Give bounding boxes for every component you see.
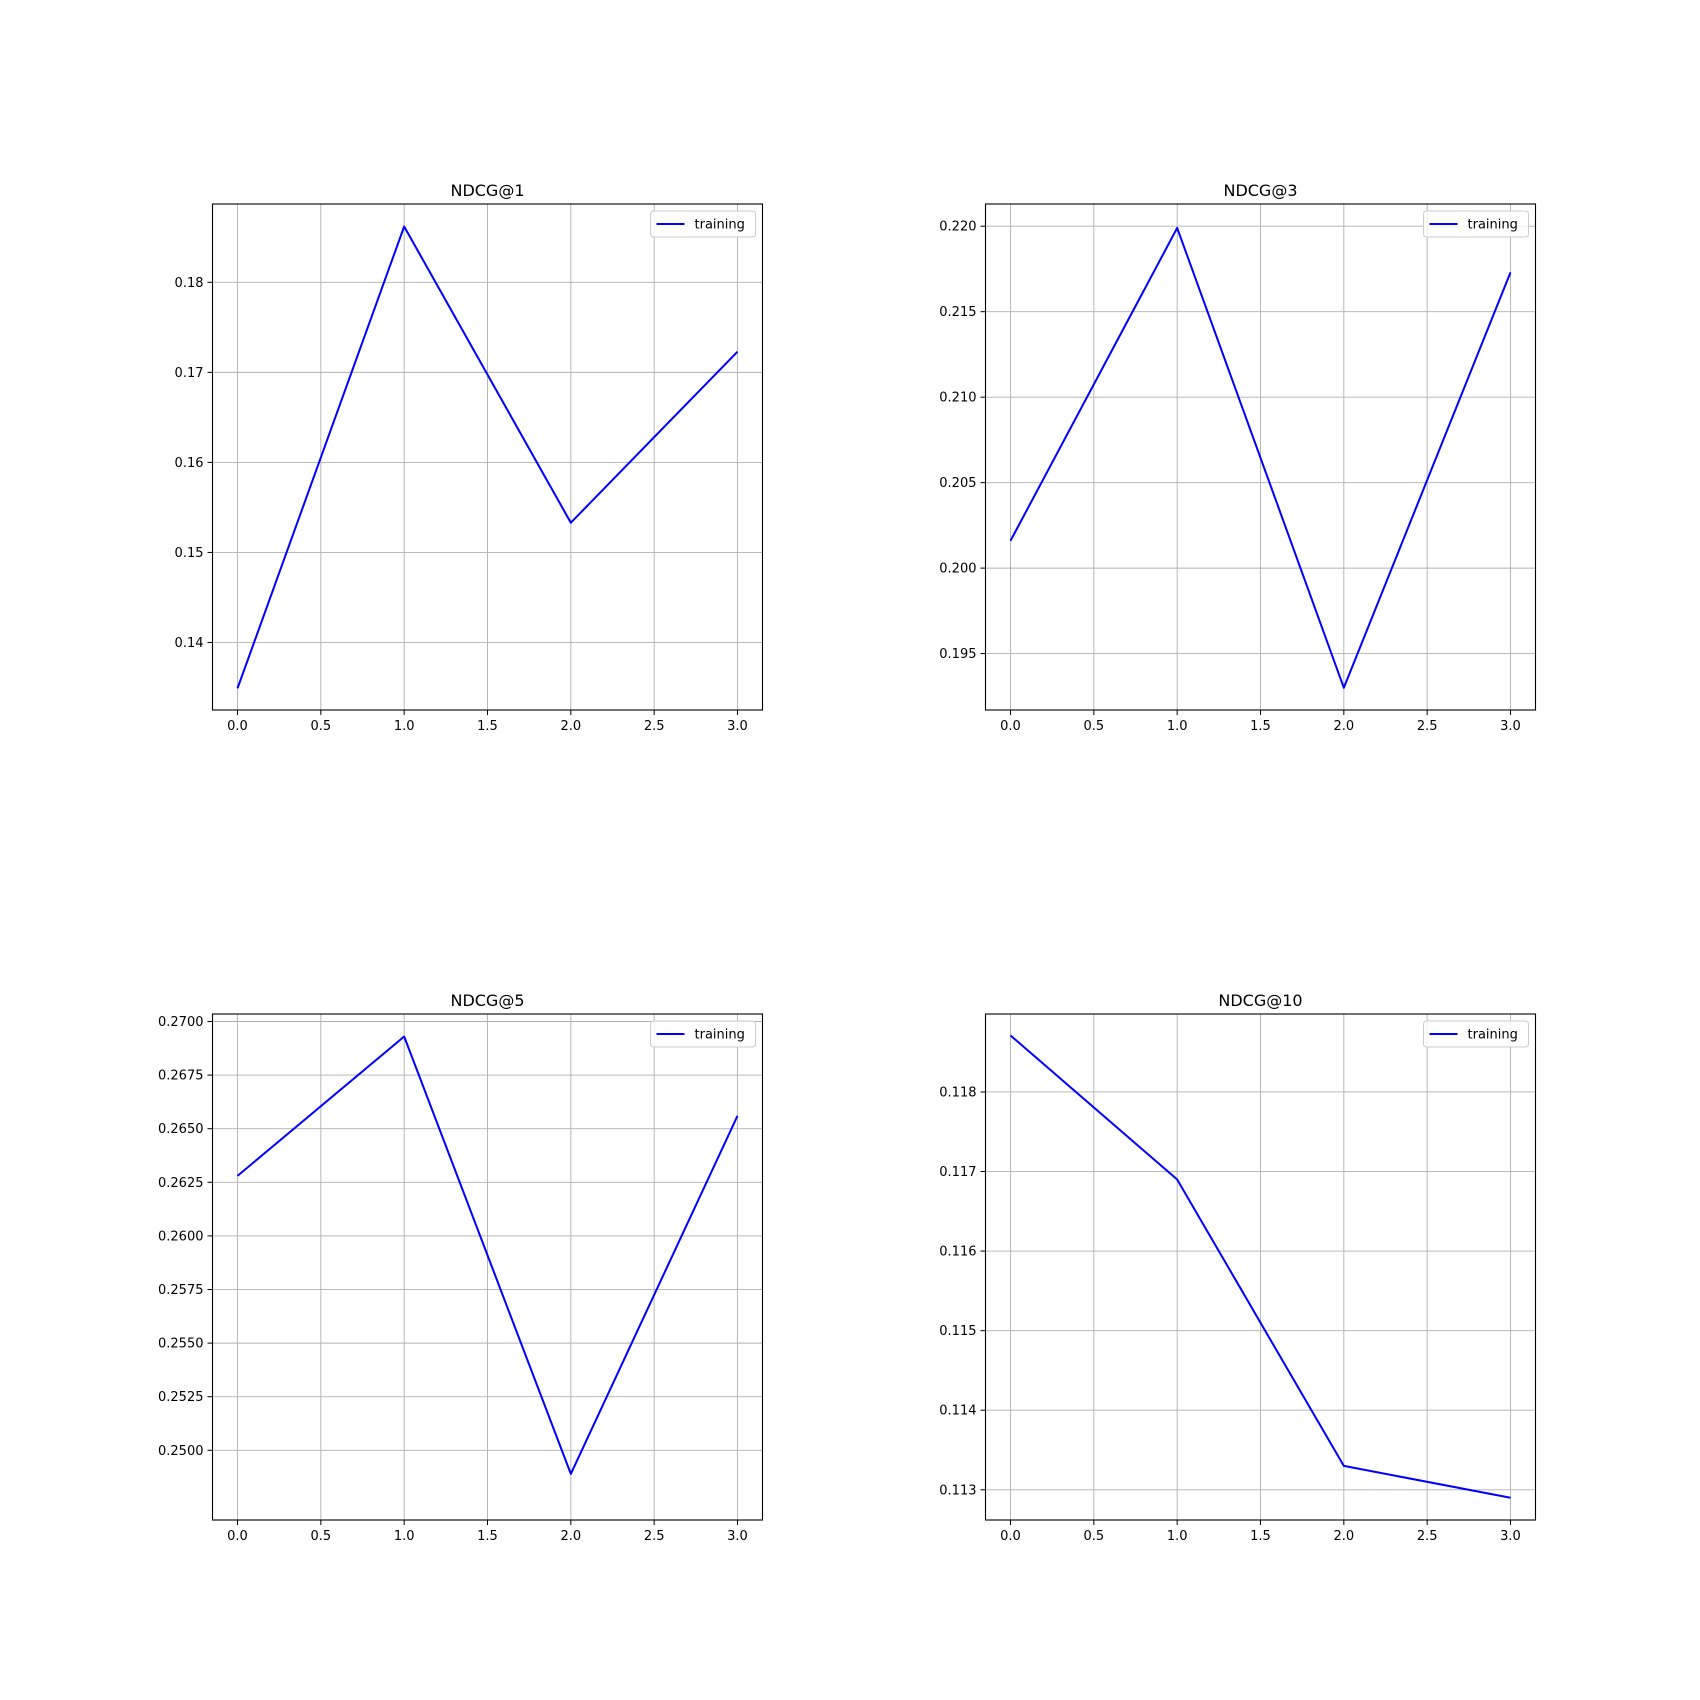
x-tick-label: 3.0 xyxy=(727,1529,748,1544)
legend: training xyxy=(650,1020,756,1048)
y-tick-label: 0.200 xyxy=(939,562,976,577)
x-tick-label: 2.0 xyxy=(560,719,581,734)
legend-label: training xyxy=(695,218,745,233)
series-line-training xyxy=(1009,226,1512,689)
y-tick-label: 0.17 xyxy=(175,366,204,381)
y-tick-label: 0.113 xyxy=(939,1483,976,1498)
y-tick-label: 0.210 xyxy=(939,391,976,406)
legend: training xyxy=(1423,210,1529,238)
x-tick-label: 2.5 xyxy=(644,719,665,734)
y-tick-label: 0.2600 xyxy=(158,1229,204,1244)
legend: training xyxy=(1423,1020,1529,1048)
x-tick-label: 2.0 xyxy=(1333,1529,1354,1544)
y-tick-label: 0.14 xyxy=(175,636,204,651)
axes-frame xyxy=(984,1013,1537,1521)
x-tick-label: 2.0 xyxy=(1333,719,1354,734)
x-tick-label: 1.0 xyxy=(394,719,415,734)
axes-frame xyxy=(211,203,764,711)
y-tick-label: 0.18 xyxy=(175,276,204,291)
subplot-4: 0.0 0.5 1.0 1.5 2.0 2.5 3.0 0.113 0.114 0.115 0.11… xyxy=(939,991,1537,1544)
axes-frame xyxy=(984,203,1537,711)
x-tick-label: 0.0 xyxy=(1000,1529,1021,1544)
legend-label: training xyxy=(695,1028,745,1043)
subplot-3: 0.0 0.5 1.0 1.5 2.0 2.5 3.0 0.2500 0.2525 0.2550 0… xyxy=(158,991,764,1544)
subplot-title: NDCG@1 xyxy=(450,181,524,200)
x-tick-label: 3.0 xyxy=(1500,1529,1521,1544)
y-tick-label: 0.2550 xyxy=(158,1337,204,1352)
y-tick-label: 0.2575 xyxy=(158,1283,204,1298)
legend: training xyxy=(650,210,756,238)
axes-frame xyxy=(211,1013,764,1521)
x-tick-label: 1.5 xyxy=(477,1529,498,1544)
legend-box xyxy=(650,210,756,238)
x-tick-label: 1.0 xyxy=(1167,719,1188,734)
y-tick-label: 0.114 xyxy=(939,1404,976,1419)
x-tick-label: 1.5 xyxy=(1250,1529,1271,1544)
y-tick-label: 0.15 xyxy=(175,546,204,561)
x-tick-label: 3.0 xyxy=(1500,719,1521,734)
x-tick-label: 1.0 xyxy=(1167,1529,1188,1544)
y-tick-label: 0.205 xyxy=(939,476,976,491)
y-tick-label: 0.2675 xyxy=(158,1069,204,1084)
subplot-1: 0.0 0.5 1.0 1.5 2.0 2.5 3.0 0.14 0.15 0.16 0.17 0.1… xyxy=(175,181,764,734)
x-tick-label: 0.5 xyxy=(1083,719,1104,734)
x-tick-label: 2.5 xyxy=(1417,719,1438,734)
series-line-training xyxy=(1009,1034,1511,1499)
y-tick-label: 0.117 xyxy=(939,1165,976,1180)
x-tick-label: 0.0 xyxy=(227,1529,248,1544)
legend-label: training xyxy=(1468,218,1518,233)
legend-box xyxy=(1423,210,1529,238)
x-tick-label: 2.5 xyxy=(1417,1529,1438,1544)
x-tick-label: 2.5 xyxy=(644,1529,665,1544)
y-tick-label: 0.2500 xyxy=(158,1444,204,1459)
x-tick-label: 0.0 xyxy=(1000,719,1021,734)
y-tick-label: 0.116 xyxy=(939,1245,976,1260)
x-tick-label: 0.5 xyxy=(310,719,331,734)
y-tick-label: 0.16 xyxy=(175,456,204,471)
legend-label: training xyxy=(1468,1028,1518,1043)
series-line-training xyxy=(236,225,739,689)
y-tick-label: 0.2625 xyxy=(158,1176,204,1191)
legend-box xyxy=(1423,1020,1529,1048)
subplot-title: NDCG@3 xyxy=(1223,181,1297,200)
legend-box xyxy=(650,1020,756,1048)
x-tick-label: 1.0 xyxy=(394,1529,415,1544)
y-tick-label: 0.220 xyxy=(939,220,976,235)
x-tick-label: 1.5 xyxy=(477,719,498,734)
series-line-training xyxy=(236,1035,739,1475)
subplot-2: 0.0 0.5 1.0 1.5 2.0 2.5 3.0 0.195 0.200 0.205 0.21… xyxy=(939,181,1537,734)
y-tick-label: 0.115 xyxy=(939,1324,976,1339)
x-tick-label: 3.0 xyxy=(727,719,748,734)
subplot-title: NDCG@10 xyxy=(1218,991,1302,1010)
y-tick-label: 0.2525 xyxy=(158,1390,204,1405)
x-tick-label: 2.0 xyxy=(560,1529,581,1544)
x-tick-label: 0.5 xyxy=(1083,1529,1104,1544)
subplot-title: NDCG@5 xyxy=(450,991,524,1010)
x-tick-label: 0.5 xyxy=(310,1529,331,1544)
y-tick-label: 0.118 xyxy=(939,1085,976,1100)
y-tick-label: 0.215 xyxy=(939,305,976,320)
x-tick-label: 1.5 xyxy=(1250,719,1271,734)
y-tick-label: 0.2700 xyxy=(158,1015,204,1030)
y-tick-label: 0.2650 xyxy=(158,1122,204,1137)
y-tick-label: 0.195 xyxy=(939,647,976,662)
x-tick-label: 0.0 xyxy=(227,719,248,734)
